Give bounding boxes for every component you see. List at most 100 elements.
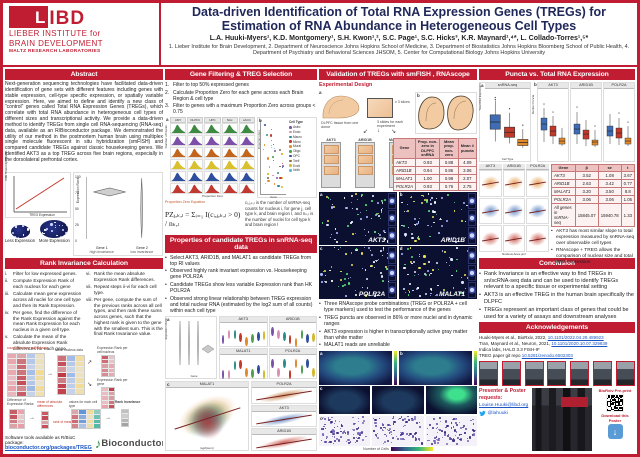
validation-table-body: AKT3 0.93 0.88 4.09 ARID1B 0.94 0.86 3.06 MALAT1… xyxy=(393,158,477,192)
ri-label: Rank Invariance xyxy=(115,400,141,404)
poster-header: L IBD LIEBER INSTITUTE for BRAIN DEVELOP… xyxy=(3,3,637,67)
tissue-dark-3 xyxy=(425,386,477,414)
tissue-block-sketch xyxy=(367,98,393,118)
libd-logo-line2: BRAIN DEVELOPMENT xyxy=(9,39,103,48)
tissue-a-letter: a xyxy=(320,350,323,356)
ri-steps-left: i. Filter for low expressed genes. ii. Comp… xyxy=(5,271,82,351)
micrograph-arid1b: b ARID1B xyxy=(398,191,477,245)
malat1-scatter xyxy=(166,387,248,446)
violin-arid1b: ARID1B xyxy=(268,316,317,348)
snrnaseq-xlabel: Cell Type xyxy=(501,157,514,161)
boxplot-akt3: AKT3 xyxy=(537,82,569,162)
micro-a-letter: a xyxy=(320,191,323,197)
violin-figure: 100 75 50 25 0 Expression Rank Gene 1 high i… xyxy=(73,172,163,256)
micrograph-akt3: a AKT3 xyxy=(319,191,398,245)
puncta-lower: AKT3 ARID1B POLR2A Nucleus Area µm² xyxy=(479,163,635,265)
micro-c-insets xyxy=(387,246,397,299)
biorxiv-qr-code[interactable] xyxy=(606,394,624,413)
rank-cell-matrix xyxy=(101,355,115,377)
cells-colorbar xyxy=(390,447,433,451)
brain-slab-panel: b xyxy=(415,92,477,134)
diff-label: Difference of Expression Ranks xyxy=(7,398,34,406)
arrow-slide-1: ↙ xyxy=(363,129,369,135)
libd-logo-l: L xyxy=(9,6,49,28)
stats-table-body: AKT3 3.52 1.08 3.67 ARID1B 2.63 3.42 0.77 MALAT1… xyxy=(551,171,635,228)
rank-gene-label: Expression Rank per gene xyxy=(97,378,128,386)
legend-title: Cell Type xyxy=(289,120,303,125)
micro-b-insets xyxy=(467,192,477,245)
tissue-figure: a b c c' Number of Cells xyxy=(319,350,477,451)
propzero-equation: PZⱼ,ₖ,ₗ = Σᵢ₌₁ I(cᵢ,ⱼ,ₖ,ₗ > 0) / nₖ,ₗ xyxy=(165,210,241,229)
arrow-right-3: → xyxy=(105,415,111,421)
slide-strip-2 xyxy=(355,142,375,188)
headshot-photo xyxy=(501,361,521,387)
rank-gene-matrix xyxy=(101,387,115,409)
properties-heading: Properties of candidate TREGs in snRNA-s… xyxy=(165,234,317,253)
gene2-label: Gene 2 xyxy=(136,246,148,251)
arrow-slide-2: ↓ xyxy=(377,128,380,134)
reference-item: Tran, Maynard et al., Neuron, 2021, 10.1… xyxy=(479,341,608,347)
puncta-panel-a-letter: a xyxy=(481,83,484,88)
qr1-caption: BioRxiv Pre-print xyxy=(598,388,632,394)
micro-a-gene: AKT3 xyxy=(368,236,386,244)
scatter-polr2a: POLR2A xyxy=(251,381,317,404)
treg-chart-xlabel: TREG Expression xyxy=(29,213,55,217)
count-matrix xyxy=(7,353,45,397)
micrograph-polr2a: c POLR2A xyxy=(319,246,398,300)
puncta-boxplots: a snRNA-seq Total RNA Expression Cell Ty… xyxy=(479,82,635,162)
panel-c-letter: c xyxy=(167,382,170,387)
violin-malat1: MALAT1 xyxy=(219,348,268,379)
poster-title: Data-driven Identification of Total RNA … xyxy=(167,5,631,33)
snrnaseq-title: snRNA-seq xyxy=(485,83,530,89)
tissue-c-letter: c xyxy=(320,386,323,391)
arrow-down-1: ↘ xyxy=(87,382,93,388)
tissue-row-2: c xyxy=(319,386,477,414)
validation-bullets: Three RNAscope probe combinations (TREG … xyxy=(319,301,477,348)
boxplot-akt3-canvas xyxy=(540,103,566,146)
abstract-figure: Total RNA Expression TREG Expression Les… xyxy=(5,151,163,256)
tissue-row-1: a b xyxy=(319,350,477,385)
design-panel-b-letter: b xyxy=(417,93,420,98)
propzero-ylabel: Proportion Zero xyxy=(257,130,261,150)
formula-block: Proportion Zero Equation PZⱼ,ₖ,ₗ = Σᵢ₌₁ … xyxy=(165,200,317,232)
scatter-akt3: AKT3 xyxy=(251,404,317,428)
panel-a-letter: a xyxy=(166,117,169,123)
boxplot-arid1b-title: ARID1B xyxy=(571,83,601,89)
conclusion-bullets: Rank Invariance is an effective way to f… xyxy=(479,271,635,320)
tissue-cells-2 xyxy=(372,415,424,446)
rank-cell-label: Expression Rank per cell/nucleus xyxy=(97,346,128,354)
violin-polr2a: POLR2A xyxy=(268,348,317,379)
violin-malat1-title: MALAT1 xyxy=(220,349,267,355)
bioconductor-icon: ♪ xyxy=(94,435,102,451)
violin-canvas xyxy=(85,177,143,239)
affiliations: 1. Lieber Institute for Brain Developmen… xyxy=(168,44,630,57)
arrow-right-2: → xyxy=(29,415,35,421)
bioconductor-link[interactable]: bioconductor.org/packages/TREG xyxy=(5,445,92,451)
twitter-handle[interactable]: @lahuuki xyxy=(487,410,508,416)
acknowledgements-heading: Acknowledgements xyxy=(479,322,635,334)
presenter-email[interactable]: Louise.Huuki@libd.org xyxy=(479,402,529,408)
tissue-dark-1: c xyxy=(319,386,371,414)
column-validation: Validation of TREGs with smFISH , RNAsco… xyxy=(319,69,477,451)
gene1-sub: high invariance xyxy=(89,250,114,255)
malat1-scatter-panel: c MALAT1 log2(sum) xyxy=(165,381,249,451)
download-poster-icon[interactable]: ↓ xyxy=(607,424,623,440)
reference-item: Huuki-Myers et al., BioRxiv, 2022, 10.11… xyxy=(479,335,604,341)
scatter-col-headers: AKT3 ARID1B POLR2A xyxy=(479,164,549,170)
snrnaseq-canvas xyxy=(489,96,529,148)
rank-violin-xlabel: Gene xyxy=(190,374,198,378)
gene1-label: Gene 1 xyxy=(95,246,108,251)
headshot-photo xyxy=(593,361,613,387)
micro-b-gene: ARID1B xyxy=(440,236,465,244)
malat1-scatter-xlabel: log2(sum) xyxy=(200,446,214,450)
mean-abs-matrix xyxy=(41,411,49,429)
scatter-akt3-title: AKT3 xyxy=(252,405,316,412)
table-row: AKT3 3.52 1.08 3.67 xyxy=(551,171,635,181)
gene-filtering-figure: a Number of Nuclei AMY DLPFC HPC NAc sACC Pr… xyxy=(165,117,317,199)
reference-item: Indica labs, HALO 3.3 FISH-IF xyxy=(479,347,540,353)
table-row: ARID1B 0.94 0.86 3.06 xyxy=(393,166,477,176)
reference-item: TREG paper git repo 10.5281/zenodo.65023… xyxy=(479,353,573,359)
title-line1: Data-driven Identification of Total RNA … xyxy=(192,5,606,19)
tissue-heatmap-a: a xyxy=(319,350,392,385)
